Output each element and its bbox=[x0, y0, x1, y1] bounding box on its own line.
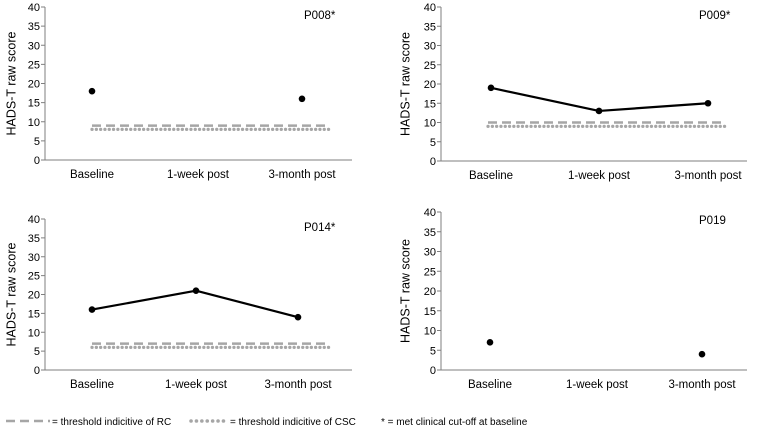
y-tick-label: 0 bbox=[34, 365, 40, 377]
y-tick-label: 35 bbox=[28, 233, 40, 245]
chart-panel: 0 5 10 15 20 25 30 35 40 HADS-T raw score Baseline… bbox=[398, 2, 747, 182]
panel-label: P009* bbox=[699, 10, 731, 22]
y-tick-label: 40 bbox=[424, 207, 436, 219]
data-point bbox=[595, 107, 603, 115]
chart-panel: 0 5 10 15 20 25 30 35 40 HADS-T raw score Baseline… bbox=[398, 207, 747, 391]
y-tick-label: 20 bbox=[28, 79, 40, 91]
y-tick-label: 35 bbox=[424, 21, 436, 33]
y-tick-label: 10 bbox=[424, 118, 436, 130]
legend: = threshold indicitive of RC = threshold… bbox=[6, 417, 528, 428]
series-line-segment bbox=[195, 289, 299, 319]
y-tick-label: 30 bbox=[424, 41, 436, 53]
y-tick-label: 40 bbox=[28, 214, 40, 226]
x-tick-label: 1-week post bbox=[167, 169, 230, 181]
y-tick-label: 30 bbox=[28, 40, 40, 52]
y-tick-label: 30 bbox=[28, 252, 40, 264]
y-tick-label: 25 bbox=[28, 271, 40, 283]
x-tick-label: 3-month post bbox=[264, 379, 332, 391]
y-tick-label: 15 bbox=[424, 98, 436, 110]
panel-label: P019 bbox=[699, 215, 726, 227]
y-tick-label: 20 bbox=[424, 286, 436, 298]
x-tick-label: 1-week post bbox=[566, 379, 629, 391]
x-tick-label: 1-week post bbox=[568, 170, 631, 182]
data-point bbox=[486, 339, 494, 346]
y-tick-label: 20 bbox=[424, 79, 436, 91]
series-line-segment bbox=[490, 86, 600, 113]
y-tick-label: 35 bbox=[28, 21, 40, 33]
y-tick-label: 40 bbox=[424, 2, 436, 14]
x-tick-label: 3-month post bbox=[668, 379, 736, 391]
data-point bbox=[88, 306, 96, 313]
data-point bbox=[298, 95, 306, 103]
y-tick-label: 5 bbox=[430, 345, 436, 357]
y-tick-label: 25 bbox=[424, 266, 436, 278]
y-tick-label: 25 bbox=[424, 60, 436, 72]
y-axis-label: HADS-T raw score bbox=[4, 242, 18, 346]
legend-rc-label: = threshold indicitive of RC bbox=[52, 417, 171, 425]
legend-csc-label: = threshold indicitive of CSC bbox=[230, 417, 356, 425]
y-tick-label: 10 bbox=[28, 327, 40, 339]
series-line-segment bbox=[598, 102, 709, 113]
x-tick-label: Baseline bbox=[469, 170, 513, 182]
y-tick-label: 5 bbox=[430, 137, 436, 149]
data-point bbox=[192, 287, 200, 295]
y-tick-label: 35 bbox=[424, 227, 436, 239]
x-tick-label: Baseline bbox=[70, 169, 114, 181]
y-axis-label: HADS-T raw score bbox=[398, 239, 412, 343]
x-tick-label: 1-week post bbox=[165, 379, 228, 391]
y-tick-label: 30 bbox=[424, 247, 436, 259]
data-point bbox=[698, 350, 706, 358]
y-axis-label: HADS-T raw score bbox=[398, 32, 412, 136]
data-point bbox=[487, 84, 495, 92]
legend-star-label: * = met clinical cut-off at baseline bbox=[381, 417, 528, 425]
y-tick-label: 10 bbox=[424, 326, 436, 338]
chart-panel: 0 5 10 15 20 25 30 35 40 HADS-T raw score Baseline… bbox=[4, 2, 352, 181]
y-tick-label: 5 bbox=[34, 136, 40, 148]
y-tick-label: 20 bbox=[28, 290, 40, 302]
panel-label: P014* bbox=[304, 222, 336, 234]
y-axis-label: HADS-T raw score bbox=[4, 31, 18, 135]
y-tick-label: 15 bbox=[424, 306, 436, 318]
x-tick-label: 3-month post bbox=[674, 170, 742, 182]
y-tick-label: 40 bbox=[28, 2, 40, 14]
data-point bbox=[704, 99, 712, 107]
series-line-segment bbox=[91, 289, 197, 311]
y-tick-label: 15 bbox=[28, 308, 40, 320]
data-point bbox=[88, 87, 96, 95]
y-tick-label: 15 bbox=[28, 98, 40, 110]
y-tick-label: 0 bbox=[430, 156, 436, 168]
y-tick-label: 0 bbox=[430, 365, 436, 377]
x-tick-label: 3-month post bbox=[268, 169, 336, 181]
x-tick-label: Baseline bbox=[70, 379, 114, 391]
x-tick-label: Baseline bbox=[468, 379, 512, 391]
data-point bbox=[294, 313, 302, 321]
panel-label: P008* bbox=[304, 10, 336, 22]
y-tick-label: 5 bbox=[34, 346, 40, 358]
y-tick-label: 0 bbox=[34, 155, 40, 167]
chart-panel: 0 5 10 15 20 25 30 35 40 HADS-T raw score Baseline… bbox=[4, 214, 352, 391]
y-tick-label: 25 bbox=[28, 59, 40, 71]
y-tick-label: 10 bbox=[28, 117, 40, 129]
